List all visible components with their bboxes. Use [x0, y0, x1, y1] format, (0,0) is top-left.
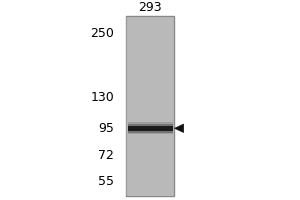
Polygon shape [175, 124, 184, 132]
Text: 250: 250 [90, 27, 114, 40]
Bar [128, 124, 172, 133]
Text: 55: 55 [98, 175, 114, 188]
Text: 95: 95 [98, 122, 114, 135]
Bar [126, 17, 174, 195]
Text: 72: 72 [98, 149, 114, 162]
Text: 130: 130 [90, 91, 114, 104]
Bar [128, 126, 172, 131]
Bar [128, 122, 172, 134]
Text: 293: 293 [138, 1, 162, 14]
Bar [126, 16, 174, 196]
